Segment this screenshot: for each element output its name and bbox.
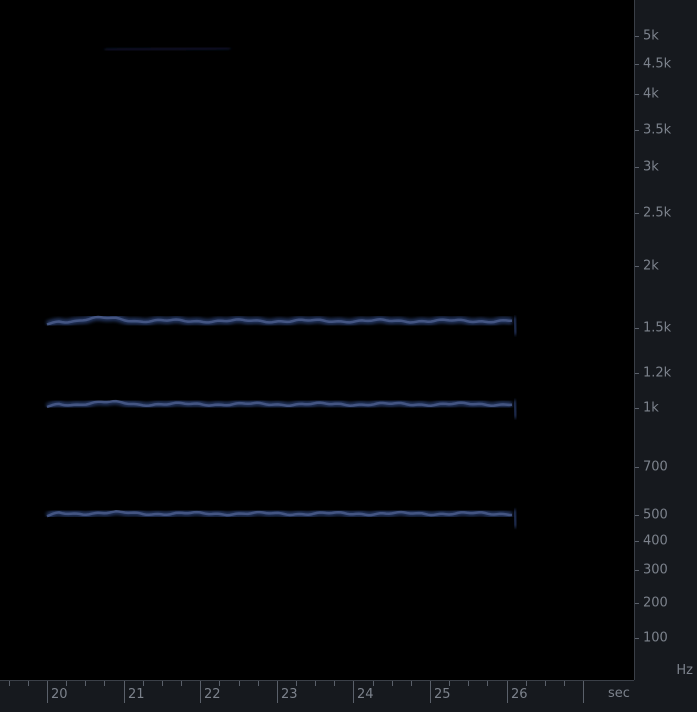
frequency-tick	[635, 467, 639, 468]
time-tick-label: 26	[511, 687, 528, 702]
frequency-tick	[635, 638, 639, 639]
time-minor-tick	[373, 681, 374, 686]
frequency-tick	[635, 130, 639, 131]
spectrogram-view[interactable]	[0, 0, 634, 680]
frequency-tick	[635, 373, 639, 374]
time-major-tick	[507, 681, 508, 703]
time-minor-tick	[334, 681, 335, 686]
time-tick-label: 23	[281, 687, 298, 702]
time-minor-tick	[9, 681, 10, 686]
frequency-tick	[635, 603, 639, 604]
frequency-unit-label: Hz	[676, 663, 693, 678]
frequency-axis: 5k 4.5k 4k 3.5k 3k 2.5k 2k 1.5k 1.2k 1k 700 500 400 3…	[634, 0, 697, 680]
time-minor-tick	[162, 681, 163, 686]
time-major-tick	[583, 681, 584, 703]
time-minor-tick	[181, 681, 182, 686]
time-minor-tick	[219, 681, 220, 686]
time-minor-tick	[526, 681, 527, 686]
time-major-tick	[430, 681, 431, 703]
time-minor-tick	[487, 681, 488, 686]
time-major-tick	[200, 681, 201, 703]
time-minor-tick	[85, 681, 86, 686]
time-major-tick	[353, 681, 354, 703]
time-axis[interactable]: 20 21 22 23 24 25 26	[0, 680, 634, 712]
frequency-tick	[635, 266, 639, 267]
time-major-tick	[277, 681, 278, 703]
frequency-tick	[635, 515, 639, 516]
frequency-tick-label: 3.5k	[643, 122, 672, 138]
frequency-tick-label: 2.5k	[643, 205, 672, 221]
frequency-tick-label: 1k	[643, 400, 659, 416]
time-minor-tick	[296, 681, 297, 686]
time-minor-tick	[545, 681, 546, 686]
frequency-tick	[635, 167, 639, 168]
time-minor-tick	[66, 681, 67, 686]
spectrogram-canvas[interactable]	[0, 0, 634, 680]
time-minor-tick	[104, 681, 105, 686]
frequency-tick	[635, 541, 639, 542]
frequency-tick-label: 1.2k	[643, 365, 672, 381]
harmonic-line	[46, 510, 513, 518]
frequency-tick	[635, 328, 639, 329]
time-tick-label: 25	[434, 687, 451, 702]
time-tick-label: 20	[51, 687, 68, 702]
frequency-tick-label: 4.5k	[643, 56, 672, 72]
time-minor-tick	[411, 681, 412, 686]
frequency-tick	[635, 94, 639, 95]
harmonic-release	[512, 400, 518, 419]
time-major-tick	[124, 681, 125, 703]
time-unit-label: sec	[608, 686, 630, 701]
time-minor-tick	[468, 681, 469, 686]
frequency-tick-label: 3k	[643, 159, 659, 175]
frequency-tick-label: 500	[643, 507, 668, 523]
time-minor-tick	[239, 681, 240, 686]
time-tick-label: 21	[128, 687, 145, 702]
harmonic-line	[46, 399, 513, 409]
noise-speck	[104, 46, 231, 52]
frequency-tick	[635, 570, 639, 571]
frequency-tick-label: 5k	[643, 28, 659, 44]
time-minor-tick	[315, 681, 316, 686]
time-minor-tick	[392, 681, 393, 686]
axis-corner	[634, 680, 697, 712]
frequency-tick	[635, 213, 639, 214]
frequency-tick-label: 400	[643, 533, 668, 549]
time-minor-tick	[143, 681, 144, 686]
time-tick-label: 24	[357, 687, 374, 702]
frequency-tick-label: 1.5k	[643, 320, 672, 336]
frequency-tick-label: 100	[643, 630, 668, 646]
harmonic-release	[512, 316, 518, 336]
harmonic-release	[512, 509, 518, 528]
time-tick-label: 22	[204, 687, 221, 702]
time-minor-tick	[564, 681, 565, 686]
frequency-tick	[635, 408, 639, 409]
frequency-tick-label: 200	[643, 595, 668, 611]
frequency-tick-label: 2k	[643, 258, 659, 274]
frequency-tick	[635, 64, 639, 65]
time-minor-tick	[258, 681, 259, 686]
time-minor-tick	[449, 681, 450, 686]
frequency-tick-label: 300	[643, 562, 668, 578]
frequency-tick-label: 4k	[643, 86, 659, 102]
harmonic-line	[46, 315, 512, 326]
frequency-tick-label: 700	[643, 459, 668, 475]
time-minor-tick	[28, 681, 29, 686]
frequency-tick	[635, 36, 639, 37]
time-major-tick	[47, 681, 48, 703]
